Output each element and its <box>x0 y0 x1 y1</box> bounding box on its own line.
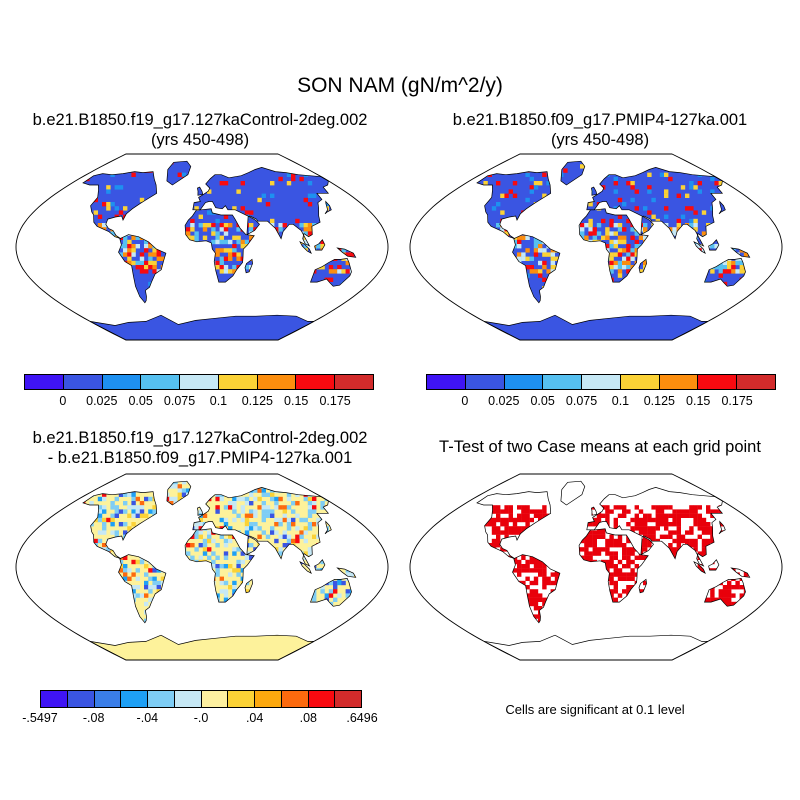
colorbar-tick-label: 0.05 <box>530 394 555 408</box>
colorbar-swatch <box>698 375 738 389</box>
colorbar-tick-label: 0.075 <box>565 394 598 408</box>
colorbar-difference-labels: -.5497 -.08 -.04 -.0 .04 .08 .6496 <box>22 711 377 727</box>
colorbar-tick-label: -.08 <box>82 711 105 725</box>
map-control-field <box>15 153 389 341</box>
colorbar-tick-label: 0.175 <box>319 394 351 408</box>
landmass-uk <box>197 187 203 196</box>
colorbar-swatch <box>427 375 466 389</box>
colorbar-swatch <box>201 691 229 707</box>
landmass-greenland <box>560 161 585 185</box>
landmass-southAmerica <box>512 234 560 303</box>
colorbar-swatch <box>296 375 336 389</box>
landmass-northAmerica <box>83 171 157 239</box>
colorbar-tick-label: 0.125 <box>643 394 675 408</box>
main-title: SON NAM (gN/m^2/y) <box>297 74 503 97</box>
colorbar-tick-label: .08 <box>299 711 318 725</box>
colorbar-swatch <box>41 691 68 707</box>
colorbar-tick-label: .6496 <box>346 711 378 725</box>
colorbar-tick-label: 0.1 <box>209 394 228 408</box>
map-difference <box>15 473 389 661</box>
colorbar-swatch <box>141 375 181 389</box>
colorbar-tick-label: 0.175 <box>721 394 753 408</box>
colorbar-swatch <box>659 375 699 389</box>
colorbar-tick-label: 0.025 <box>86 394 118 408</box>
colorbar-tick-label: -.0 <box>193 711 209 725</box>
colorbar-swatch <box>67 691 95 707</box>
panel-title-bottom-left: b.e21.B1850.f19_g17.127kaControl-2deg.00… <box>0 428 400 468</box>
colorbar-tick-label: 0.1 <box>611 394 630 408</box>
colorbar-tick-label: 0.075 <box>163 394 196 408</box>
colorbar-swatch <box>465 375 505 389</box>
colorbar-swatch <box>174 691 202 707</box>
colorbar-swatch <box>257 375 297 389</box>
landmass-sumatra <box>300 561 312 574</box>
colorbar-swatch <box>228 691 255 707</box>
panel-title-bottom-left-line2: - b.e21.B1850.f09_g17.PMIP4-127ka.001 <box>47 449 353 467</box>
landmass-eurasia <box>192 167 329 246</box>
map-boundary <box>15 473 389 661</box>
colorbar-tick-label: 0.15 <box>284 394 309 408</box>
colorbar-swatch <box>180 375 219 389</box>
panel-title-bottom-right-line1: T-Test of two Case means at each grid po… <box>439 438 761 456</box>
landmass-greenland <box>560 481 585 505</box>
colorbar-pmip4-labels: 0 0.025 0.05 0.075 0.1 0.125 0.15 0.175 <box>426 394 776 410</box>
panel-title-bottom-right: T-Test of two Case means at each grid po… <box>400 437 800 457</box>
landmass-borneo <box>708 559 719 571</box>
colorbar-swatch <box>25 375 64 389</box>
panel-title-top-left-line2: (yrs 450-498) <box>150 131 250 149</box>
colorbar-swatch <box>504 375 544 389</box>
colorbar-swatch <box>308 691 336 707</box>
colorbar-pmip4 <box>426 374 776 390</box>
panel-title-top-right: b.e21.B1850.f09_g17.PMIP4-127ka.001 (yrs… <box>400 110 800 150</box>
colorbar-tick-label: -.5497 <box>22 711 58 725</box>
colorbar-swatch <box>543 375 583 389</box>
map-boundary <box>409 473 783 661</box>
colorbar-tick-label: -.04 <box>136 711 159 725</box>
colorbar-tick-label: 0 <box>59 394 67 408</box>
colorbar-swatch <box>335 691 361 707</box>
landmass-japan <box>719 201 726 214</box>
panel-title-top-right-line2: (yrs 450-498) <box>550 131 650 149</box>
map-boundary <box>15 153 389 341</box>
colorbar-difference <box>40 690 362 708</box>
colorbar-swatch <box>255 691 282 707</box>
colorbar-swatch <box>620 375 660 389</box>
colorbar-tick-label: 0.125 <box>241 394 273 408</box>
colorbar-swatch <box>582 375 621 389</box>
colorbar-tick-label: .04 <box>245 711 264 725</box>
landmass-eurasia <box>586 167 723 246</box>
colorbar-swatch <box>218 375 258 389</box>
colorbar-swatch <box>281 691 309 707</box>
significance-note: Cells are significant at 0.1 level <box>505 702 685 717</box>
colorbar-control-labels: 0 0.025 0.05 0.075 0.1 0.125 0.15 0.175 <box>24 394 374 410</box>
colorbar-swatch <box>335 375 374 389</box>
map-pmip4-field <box>409 153 783 341</box>
colorbar-tick-label: 0.15 <box>686 394 711 408</box>
colorbar-swatch <box>94 691 122 707</box>
colorbar-tick-label: 0 <box>461 394 469 408</box>
colorbar-tick-label: 0.025 <box>488 394 520 408</box>
panel-title-bottom-left-line1: b.e21.B1850.f19_g17.127kaControl-2deg.00… <box>32 429 368 447</box>
colorbar-control <box>24 374 374 390</box>
colorbar-swatch <box>737 375 776 389</box>
colorbar-tick-label: 0.05 <box>128 394 153 408</box>
map-boundary <box>409 153 783 341</box>
panel-title-top-right-line1: b.e21.B1850.f09_g17.PMIP4-127ka.001 <box>452 111 748 129</box>
colorbar-swatch <box>121 691 148 707</box>
colorbar-swatch <box>63 375 103 389</box>
panel-title-top-left-line1: b.e21.B1850.f19_g17.127kaControl-2deg.00… <box>32 111 368 129</box>
map-ttest-significance <box>409 473 783 661</box>
colorbar-swatch <box>102 375 142 389</box>
colorbar-swatch <box>148 691 175 707</box>
panel-title-top-left: b.e21.B1850.f19_g17.127kaControl-2deg.00… <box>0 110 400 150</box>
